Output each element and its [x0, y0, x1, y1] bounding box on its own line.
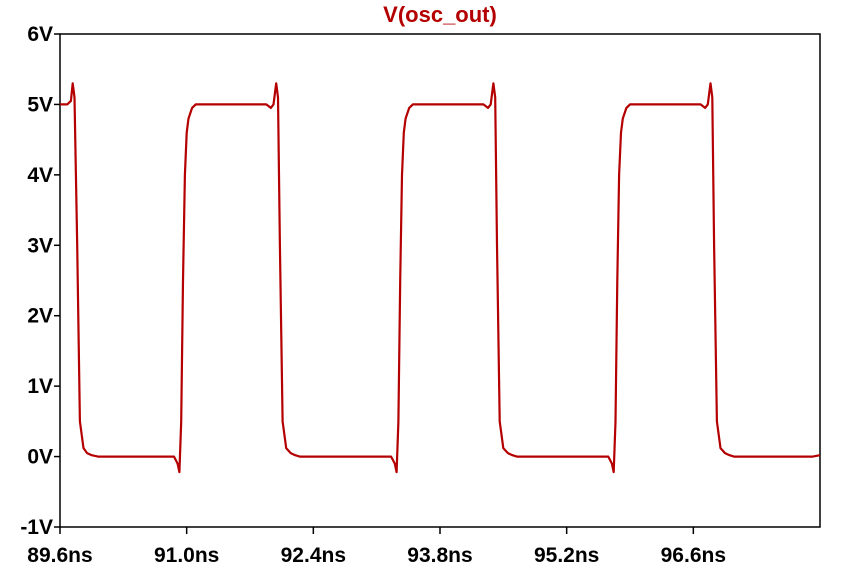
y-tick-label: 0V — [27, 446, 53, 469]
x-axis: 89.6ns 91.0ns 92.4ns 93.8ns 95.2ns 96.6ns — [27, 527, 726, 567]
y-tick-label: 5V — [27, 93, 53, 116]
series-layer — [60, 82, 821, 474]
y-tick-label: 6V — [27, 23, 53, 46]
x-tick-label: 95.2ns — [534, 544, 599, 567]
y-tick-label: 4V — [27, 164, 53, 187]
series-line-osc-out — [60, 82, 821, 474]
x-tick-label: 89.6ns — [27, 544, 92, 567]
y-tick-label: -1V — [20, 516, 53, 539]
x-tick-label: 91.0ns — [154, 544, 219, 567]
y-tick-label: 1V — [27, 375, 53, 398]
y-axis: 6V 5V 4V 3V 2V 1V 0V -1V — [20, 23, 60, 539]
x-tick-label: 96.6ns — [661, 544, 726, 567]
chart-title: V(osc_out) — [383, 2, 497, 27]
x-tick-label: 93.8ns — [407, 544, 472, 567]
y-tick-label: 3V — [27, 234, 53, 257]
y-tick-label: 2V — [27, 305, 53, 328]
x-tick-label: 92.4ns — [281, 544, 346, 567]
